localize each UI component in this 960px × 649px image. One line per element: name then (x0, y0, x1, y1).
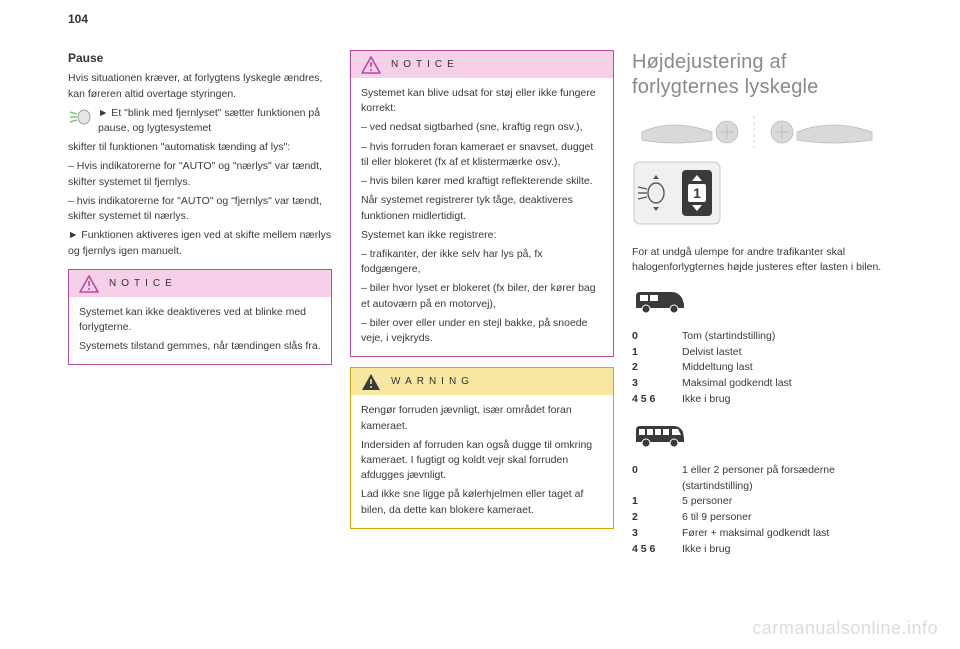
steering-side-illus (632, 112, 896, 152)
column-1: Pause Hvis situationen kræver, at forlyg… (68, 50, 332, 569)
notice-2-d3: – hvis bilen kører med kraftigt reflekte… (361, 174, 603, 189)
notice-2-d4: – trafikanter, der ikke selv har lys på,… (361, 247, 603, 277)
table-row: 3 Maksimal godkendt last (632, 376, 896, 392)
notice-triangle-icon (79, 275, 99, 293)
watermark: carmanualsonline.info (752, 618, 938, 639)
table-row: 1 Delvist lastet (632, 345, 896, 361)
table-row: 1 5 personer (632, 494, 896, 510)
notice-2-d6: – biler over eller under en stejl bakke,… (361, 316, 603, 346)
headlamp-flash-icon (68, 108, 92, 126)
warning-p2: Indersiden af forruden kan også dugge ti… (361, 438, 603, 484)
row-value: Delvist lastet (682, 345, 742, 361)
row-value: Fører + maksimal godkendt last (682, 526, 829, 542)
van-icon (632, 286, 896, 321)
row-value: Maksimal godkendt last (682, 376, 792, 392)
row-key: 0 (632, 463, 672, 495)
row-key: 3 (632, 376, 672, 392)
section-title: Højdejustering af forlygternes lyskegle (632, 50, 896, 100)
row-key: 4 5 6 (632, 542, 672, 558)
row-value: Ikke i brug (682, 392, 730, 408)
columns: Pause Hvis situationen kræver, at forlyg… (0, 0, 960, 569)
pause-dash-1: – Hvis indikatorerne for "AUTO" og "nærl… (68, 159, 332, 189)
table-row: 3 Fører + maksimal godkendt last (632, 526, 896, 542)
notice-1-body: Systemet kan ikke deaktiveres ved at bli… (69, 297, 331, 365)
adjust-dial-illus: 1 (632, 160, 896, 231)
notice-2-title: NOTICE (391, 58, 459, 73)
notice-1-head: NOTICE (69, 270, 331, 297)
pause-after-icon: skifter til funktionen "automatisk tændi… (68, 140, 332, 155)
notice-2-d1: – ved nedsat sigtbarhed (sne, kraftig re… (361, 120, 603, 135)
column-3: Højdejustering af forlygternes lyskegle (632, 50, 896, 569)
notice-1-p1: Systemet kan ikke deaktiveres ved at bli… (79, 305, 321, 335)
settings-table-2: 0 1 eller 2 personer på forsæderne (start… (632, 463, 896, 558)
notice-2-d2: – hvis forruden foran kameraet er snavse… (361, 140, 603, 170)
row-key: 1 (632, 345, 672, 361)
warning-triangle-icon (361, 373, 381, 391)
warning-title: WARNING (391, 375, 474, 390)
minibus-icon (632, 420, 896, 455)
settings-table-1: 0Tom (startindstilling) 1Delvist lastet … (632, 329, 896, 408)
pause-heading: Pause (68, 50, 332, 67)
notice-box-2: NOTICE Systemet kan blive udsat for støj… (350, 50, 614, 357)
table-row: 2 6 til 9 personer (632, 510, 896, 526)
notice-2-p2: Når systemet registrerer tyk tåge, deakt… (361, 193, 603, 223)
row-key: 2 (632, 510, 672, 526)
notice-2-head: NOTICE (351, 51, 613, 78)
notice-2-p3: Systemet kan ikke registrere: (361, 228, 603, 243)
row-key: 4 5 6 (632, 392, 672, 408)
row-value: Tom (startindstilling) (682, 329, 775, 345)
row-value: Middeltung last (682, 360, 753, 376)
pause-dash-2: – hvis indikatorerne for "AUTO" og "fjer… (68, 194, 332, 224)
warning-box: WARNING Rengør forruden jævnligt, især o… (350, 367, 614, 529)
row-key: 3 (632, 526, 672, 542)
page-number: 104 (68, 12, 88, 26)
table-row: 0 1 eller 2 personer på forsæderne (start… (632, 463, 896, 495)
warning-p1: Rengør forruden jævnligt, især området f… (361, 403, 603, 433)
notice-box-1: NOTICE Systemet kan ikke deaktiveres ved… (68, 269, 332, 366)
row-value: Ikke i brug (682, 542, 730, 558)
pause-bullet-1: ► Et "blink med fjernlyset" sætter funkt… (68, 106, 332, 136)
notice-2-body: Systemet kan blive udsat for støj eller … (351, 78, 613, 356)
table-row: 2 Middeltung last (632, 360, 896, 376)
pause-intro: Hvis situationen kræver, at forlygtens l… (68, 71, 332, 101)
row-key: 2 (632, 360, 672, 376)
row-key: 1 (632, 494, 672, 510)
row-value: 6 til 9 personer (682, 510, 751, 526)
column-2: NOTICE Systemet kan blive udsat for støj… (350, 50, 614, 569)
pause-bullet-2: ► Funktionen aktiveres igen ved at skift… (68, 228, 332, 258)
pause-bullet-1-text: ► Et "blink med fjernlyset" sætter funkt… (98, 107, 320, 134)
warning-body: Rengør forruden jævnligt, især området f… (351, 395, 613, 528)
table-row: 4 5 6 Ikke i brug (632, 542, 896, 558)
notice-2-d5: – biler hvor lyset er blokeret (fx biler… (361, 281, 603, 311)
notice-1-p2: Systemets tilstand gemmes, når tændingen… (79, 339, 321, 354)
section-body: For at undgå ulempe for andre trafikante… (632, 245, 896, 275)
warning-p3: Lad ikke sne ligge på kølerhjelmen eller… (361, 487, 603, 517)
warning-head: WARNING (351, 368, 613, 395)
table-row: 4 5 6 Ikke i brug (632, 392, 896, 408)
table-row: 0 Tom (startindstilling) (632, 329, 896, 345)
row-value: 1 eller 2 personer på forsæderne (starti… (682, 463, 896, 495)
row-value: 5 personer (682, 494, 732, 510)
notice-2-p1: Systemet kan blive udsat for støj eller … (361, 86, 603, 116)
svg-text:1: 1 (693, 185, 701, 201)
notice-1-title: NOTICE (109, 277, 177, 292)
row-key: 0 (632, 329, 672, 345)
notice-triangle-icon (361, 56, 381, 74)
